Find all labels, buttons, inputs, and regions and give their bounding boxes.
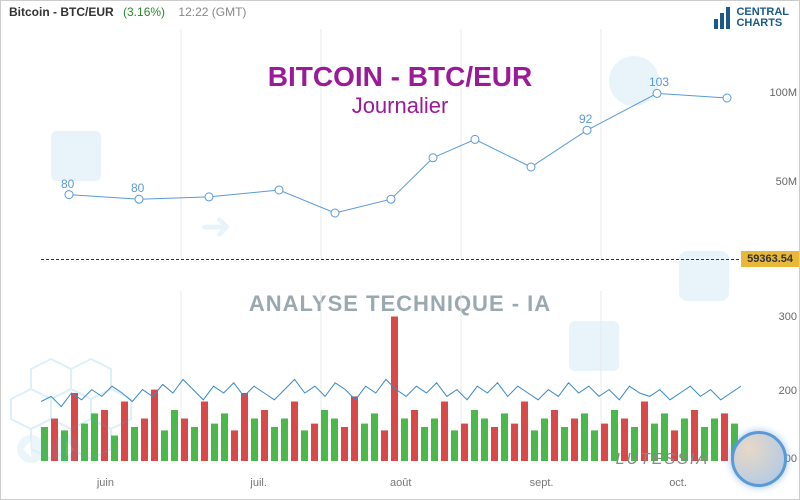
chart-container: Bitcoin - BTC/EUR (3.16%) 12:22 (GMT) CE… — [0, 0, 800, 500]
point-label: 80 — [61, 177, 74, 191]
y-tick-label: 200 — [779, 385, 797, 397]
x-tick-label: sept. — [530, 477, 554, 489]
price-label: 59363.54 — [741, 251, 799, 267]
hexagon-watermark — [1, 349, 201, 469]
title-main: BITCOIN - BTC/EUR — [268, 61, 532, 93]
symbol-text: Bitcoin - BTC/EUR — [9, 5, 114, 19]
percent-text: (3.16%) — [123, 5, 165, 19]
logo-text: CENTRAL CHARTS — [736, 7, 789, 29]
title-sub: Journalier — [268, 93, 532, 119]
point-label: 80 — [131, 181, 144, 195]
chart-title: BITCOIN - BTC/EUR Journalier — [268, 61, 532, 119]
x-tick-label: oct. — [669, 477, 687, 489]
avatar-icon — [731, 431, 787, 487]
point-label: 92 — [579, 112, 592, 126]
point-label: 103 — [649, 75, 669, 89]
x-tick-label: juin — [97, 477, 114, 489]
y-tick-label: 50M — [776, 176, 797, 188]
x-tick-label: août — [390, 477, 411, 489]
lutessia-label: LUTESSIA — [616, 451, 709, 469]
x-tick-label: juil. — [250, 477, 267, 489]
y-tick-label: 100M — [769, 87, 797, 99]
time-text: 12:22 (GMT) — [178, 5, 246, 19]
header-bar: Bitcoin - BTC/EUR (3.16%) 12:22 (GMT) — [9, 5, 246, 19]
x-axis-labels: juin juil. août sept. oct. — [41, 477, 739, 493]
y-tick-label: 300 — [779, 311, 797, 323]
central-charts-logo: CENTRAL CHARTS — [714, 7, 789, 29]
price-dashed-line — [41, 259, 739, 260]
logo-bars-icon — [714, 7, 730, 29]
